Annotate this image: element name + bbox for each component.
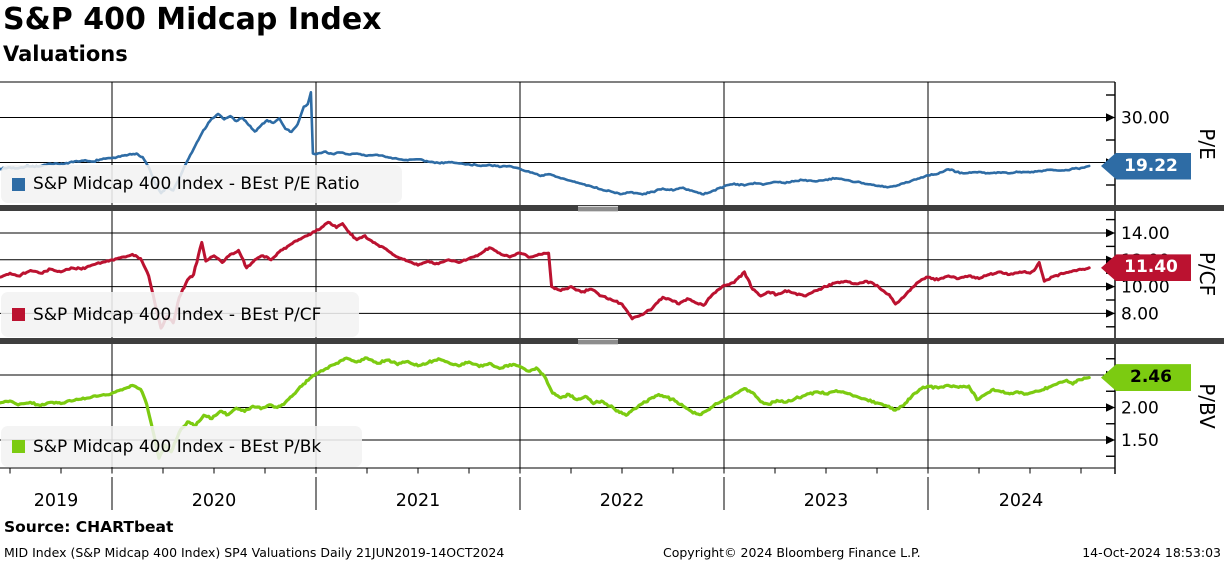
legend-marker-square-icon <box>12 177 25 191</box>
page-title: S&P 400 Midcap Index <box>3 2 382 37</box>
x-axis-year-label: 2023 <box>804 491 849 511</box>
legend-label: S&P Midcap 400 Index - BEst P/E Ratio <box>33 174 360 194</box>
footer-copyright: Copyright© 2024 Bloomberg Finance L.P. <box>663 545 921 560</box>
footer-source: Source: CHARTbeat <box>4 518 174 536</box>
last-value-tag-pe: 19.22 <box>1101 152 1191 180</box>
legend-box-pcf[interactable]: S&P Midcap 400 Index - BEst P/CF <box>1 292 359 337</box>
legend-box-pbv[interactable]: S&P Midcap 400 Index - BEst P/Bk <box>1 426 362 467</box>
x-axis-year-label: 2020 <box>192 491 237 511</box>
footer-meta: MID Index (S&P Midcap 400 Index) SP4 Val… <box>4 545 505 560</box>
y-axis-tick-label: 14.00 <box>1121 224 1170 244</box>
last-value-tag-pbv: 2.46 <box>1101 364 1191 392</box>
y-axis-tick-label: 10.00 <box>1121 278 1170 298</box>
legend-label: S&P Midcap 400 Index - BEst P/CF <box>33 304 322 325</box>
y-axis-tick-label: 8.00 <box>1121 304 1159 324</box>
panel-resize-handle-icon[interactable] <box>578 206 618 212</box>
x-axis-year-label: 2019 <box>34 491 79 511</box>
panel-resize-handle-icon[interactable] <box>578 339 618 345</box>
x-axis-year-label: 2024 <box>999 491 1044 511</box>
axis-title-pcf: P/CF <box>1195 251 1219 297</box>
x-axis-year-label: 2022 <box>600 491 645 511</box>
axis-title-pe: P/E <box>1195 127 1219 160</box>
footer-timestamp: 14-Oct-2024 18:53:03 <box>1082 545 1221 560</box>
legend-label: S&P Midcap 400 Index - BEst P/Bk <box>33 436 322 457</box>
panel-separator <box>0 338 1224 345</box>
axis-title-pbv: P/BV <box>1195 382 1219 429</box>
y-axis-tick-label: 30.00 <box>1121 109 1170 129</box>
legend-box-pe[interactable]: S&P Midcap 400 Index - BEst P/E Ratio <box>1 165 402 203</box>
last-value-tag-pcf: 11.40 <box>1101 254 1191 282</box>
legend-marker-square-icon <box>12 308 25 321</box>
legend-marker-square-icon <box>12 440 25 453</box>
panel-separator <box>0 205 1224 212</box>
y-axis-tick-label: 1.50 <box>1121 431 1159 451</box>
y-axis-tick-label: 2.00 <box>1121 399 1159 419</box>
page-subtitle: Valuations <box>3 42 128 66</box>
x-axis-year-label: 2021 <box>396 491 441 511</box>
